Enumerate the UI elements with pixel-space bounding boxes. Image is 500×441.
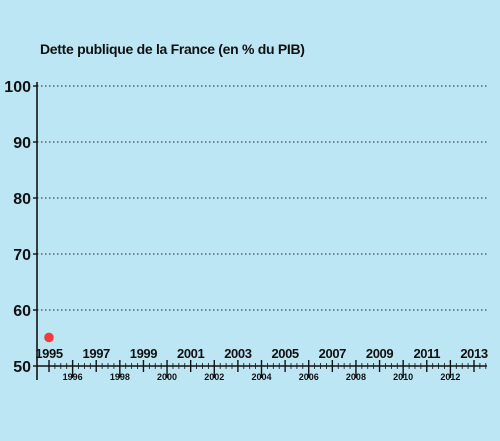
y-tick-label-90: 90 xyxy=(13,135,31,152)
y-tick-label-50: 50 xyxy=(13,359,31,376)
x-tick-label-2001: 2001 xyxy=(177,346,204,361)
x-tick-label-1996: 1996 xyxy=(63,372,83,382)
x-tick-label-1995: 1995 xyxy=(35,346,62,361)
x-axis-tick-labels: 1995 1997 1999 2001 2003 2005 2007 2009 2011 2013… xyxy=(35,346,488,382)
x-tick-label-2005: 2005 xyxy=(271,346,298,361)
x-tick-label-2010: 2010 xyxy=(393,372,413,382)
y-tick-label-60: 60 xyxy=(13,303,31,320)
y-tick-label-70: 70 xyxy=(13,247,31,264)
x-tick-label-2004: 2004 xyxy=(251,372,271,382)
x-tick-label-2011: 2011 xyxy=(413,346,440,361)
x-tick-label-2007: 2007 xyxy=(319,346,346,361)
data-points xyxy=(44,332,54,343)
x-tick-label-2013: 2013 xyxy=(460,346,487,361)
x-tick-label-2002: 2002 xyxy=(204,372,224,382)
x-tick-label-1998: 1998 xyxy=(110,372,130,382)
data-point-1995 xyxy=(44,332,54,343)
x-tick-label-2009: 2009 xyxy=(366,346,393,361)
y-tick-label-80: 80 xyxy=(13,191,31,208)
x-tick-label-2008: 2008 xyxy=(346,372,366,382)
x-tick-label-2012: 2012 xyxy=(440,372,460,382)
x-tick-label-1997: 1997 xyxy=(83,346,110,361)
x-tick-label-2000: 2000 xyxy=(157,372,177,382)
y-axis-tick-labels: 50 60 70 80 90 100 xyxy=(4,79,31,376)
x-tick-label-2006: 2006 xyxy=(299,372,319,382)
x-tick-label-1999: 1999 xyxy=(130,346,157,361)
x-tick-label-2003: 2003 xyxy=(224,346,251,361)
axes xyxy=(33,82,487,380)
grid-lines xyxy=(37,85,487,311)
y-tick-label-100: 100 xyxy=(4,79,31,96)
chart-title: Dette publique de la France (en % du PIB… xyxy=(40,41,305,57)
